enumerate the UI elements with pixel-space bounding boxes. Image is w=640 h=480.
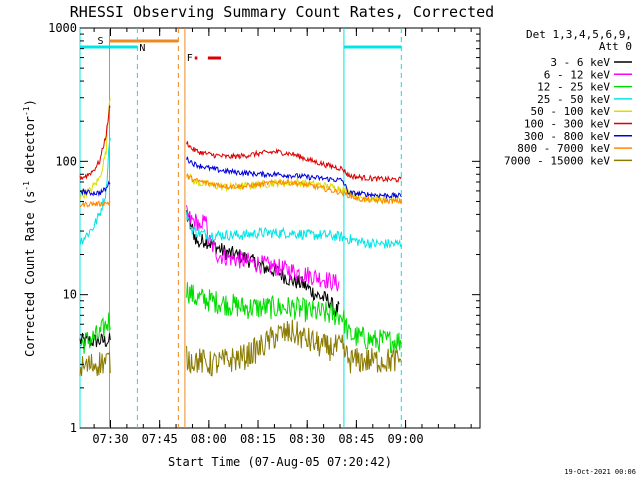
legend-label-6: 300 - 800 keV [524,130,610,143]
x-tick-label-6: 09:00 [388,432,424,446]
timestamp: 19-Oct-2021 00:06 [564,468,636,476]
y-axis-label: Corrected Count Rate (s-1 detector-1) [22,99,37,357]
y-tick-label-1: 10 [63,288,77,302]
legend-label-3: 25 - 50 keV [537,93,610,106]
legend-label-0: 3 - 6 keV [550,56,610,69]
legend-label-7: 800 - 7000 keV [517,142,610,155]
series-line-3 [79,137,402,249]
series-line-6 [79,156,402,200]
y-axis-label-mid: detector [23,116,37,181]
x-axis-label: Start Time (07-Aug-05 07:20:42) [168,455,392,469]
series-line-1 [186,205,340,292]
legend-label-1: 6 - 12 keV [544,68,611,81]
plot-area: S N F 1 10 100 1000 07:30 07:45 08:00 08:15 08:30 0… [48,21,481,446]
x-tick-label-1: 07:45 [142,432,178,446]
legend-header-2: Att 0 [599,40,632,53]
chart-title: RHESSI Observing Summary Count Rates, Co… [70,3,494,21]
x-tick-label-5: 08:45 [338,432,374,446]
series-line-8 [79,319,402,377]
y-tick-label-2: 100 [55,154,77,168]
legend-label-2: 12 - 25 keV [537,81,610,94]
flags-layer: S N F [79,28,402,428]
y-tick-label-3: 1000 [48,21,77,35]
y-axis-label-main: Corrected Count Rate (s [23,191,37,357]
x-tick-label-4: 08:30 [289,432,325,446]
series-line-2 [79,282,402,354]
flag-f-label: F [187,53,193,64]
series-line-7 [79,172,402,208]
series-line-4 [79,98,402,205]
x-tick-label-3: 08:15 [240,432,276,446]
legend-header-1: Det 1,3,4,5,6,9, [526,28,632,41]
plot-frame [79,27,481,429]
flag-n-label: N [139,43,145,54]
series-line-5 [79,104,402,183]
legend-label-5: 100 - 300 keV [524,118,610,131]
y-tick-label-0: 1 [70,421,77,435]
legend-label-4: 50 - 100 keV [531,105,611,118]
y-axis-label-sup1: -1 [22,181,31,191]
flag-s-label: S [98,36,104,47]
y-axis-label-sup2: -1 [22,106,31,116]
x-tick-label-0: 07:30 [92,432,128,446]
y-axis-label-end: ) [23,99,37,106]
series-layer [79,98,402,377]
axes-layer: 1 10 100 1000 07:30 07:45 08:00 08:15 08:30 08:45… [48,21,480,446]
x-tick-label-2: 08:00 [191,432,227,446]
legend-label-8: 7000 - 15000 keV [504,154,610,167]
